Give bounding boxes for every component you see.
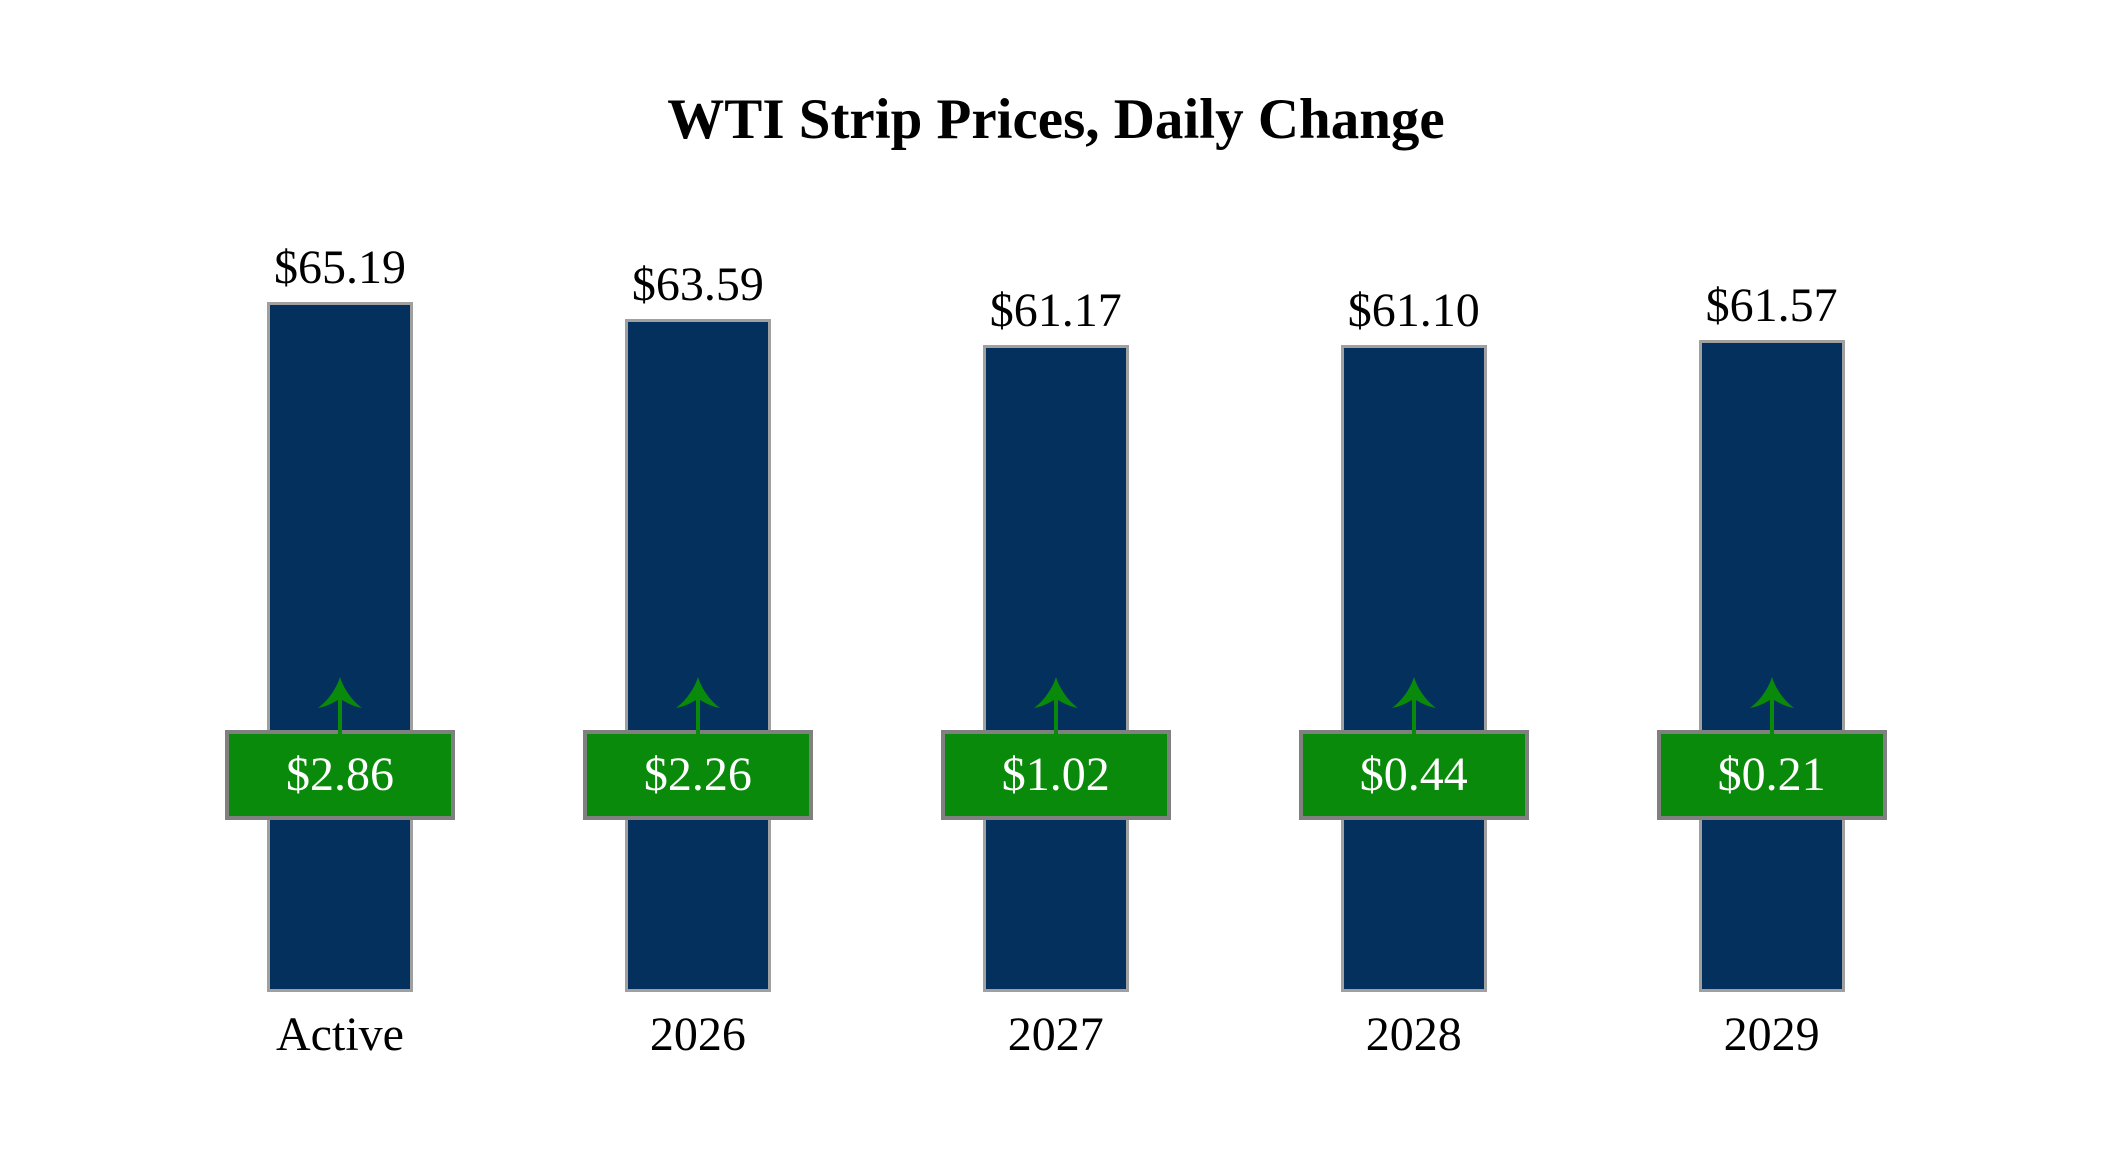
price-label: $61.10 <box>1347 284 1480 338</box>
price-label: $65.19 <box>274 240 406 294</box>
category-label: 2026 <box>649 1008 746 1061</box>
price-label: $63.59 <box>631 257 764 311</box>
price-label: $61.17 <box>989 283 1122 337</box>
category-label: 2029 <box>1723 1008 1820 1061</box>
up-arrow-icon <box>675 677 720 737</box>
bar <box>267 301 413 992</box>
category-label: 2027 <box>1007 1008 1104 1061</box>
change-badge: $1.02 <box>940 730 1171 820</box>
up-arrow-icon <box>1033 677 1078 737</box>
category-label: Active <box>276 1008 404 1061</box>
bar <box>982 344 1129 992</box>
price-label: $61.57 <box>1705 279 1838 333</box>
category-label: 2028 <box>1365 1008 1462 1061</box>
change-badge: $0.21 <box>1656 730 1887 820</box>
bar <box>624 318 771 992</box>
up-arrow-icon <box>1749 677 1794 737</box>
bar <box>1340 345 1487 992</box>
bar <box>1698 340 1845 992</box>
chart-title: WTI Strip Prices, Daily Change <box>667 88 1445 151</box>
change-badge: $2.86 <box>225 730 455 820</box>
change-badge: $0.44 <box>1298 730 1529 820</box>
change-badge: $2.26 <box>582 730 813 820</box>
up-arrow-icon <box>1391 677 1436 737</box>
up-arrow-icon <box>318 677 362 737</box>
